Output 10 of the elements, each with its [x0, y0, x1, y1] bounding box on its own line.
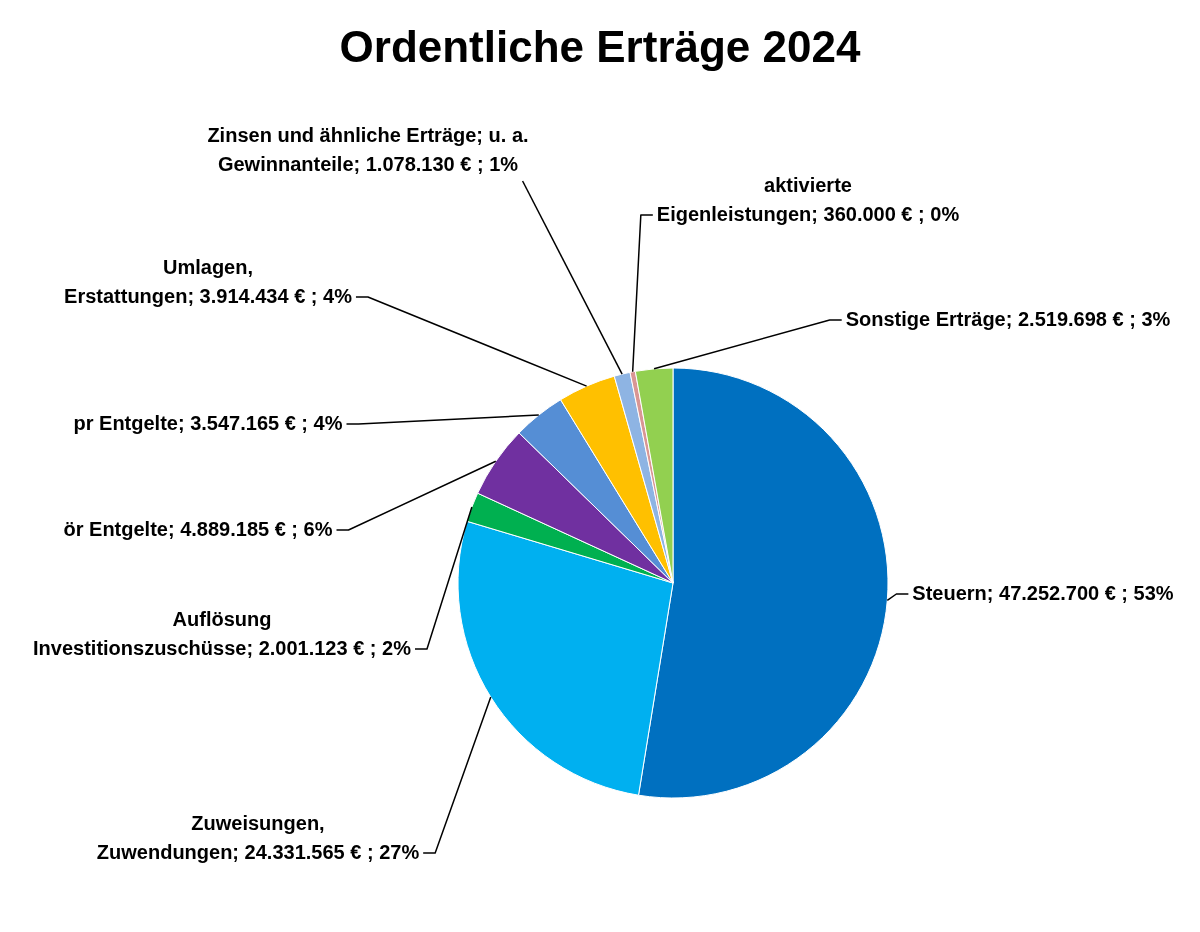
slice-label: Auflösung Investitionszuschüsse; 2.001.123 € ; 2% — [33, 608, 412, 659]
slice-label: Umlagen, Erstattungen; 3.914.434 € ; 4% — [64, 256, 353, 307]
chart-title: Ordentliche Erträge 2024 — [339, 22, 861, 71]
slice-label: Steuern; 47.252.700 € ; 53% — [912, 582, 1174, 604]
slice-label: ör Entgelte; 4.889.185 € ; 6% — [63, 518, 333, 540]
slice-label: Zinsen und ähnliche Erträge; u. a. Gewinnanteile; 1.078.130 € ; 1% — [207, 124, 529, 175]
slice-label: aktivierte Eigenleistungen; 360.000 € ; 0% — [656, 174, 960, 225]
slice-label: Sonstige Erträge; 2.519.698 € ; 3% — [845, 308, 1171, 330]
slice-label: pr Entgelte; 3.547.165 € ; 4% — [73, 412, 343, 434]
slice-label: Zuweisungen, Zuwendungen; 24.331.565 € ; 27% — [96, 812, 420, 863]
